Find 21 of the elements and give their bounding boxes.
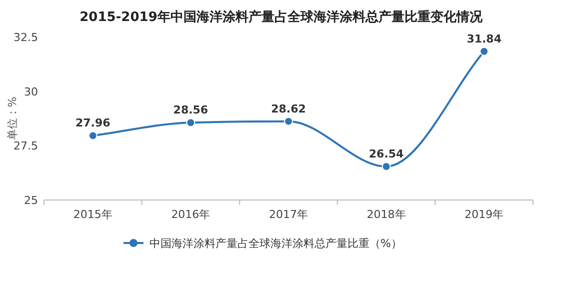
- data-label: 27.96: [76, 116, 111, 130]
- x-tick-label: 2017年: [269, 208, 308, 221]
- x-tick-label: 2016年: [171, 208, 210, 221]
- y-tick-label: 25: [24, 194, 38, 207]
- data-label: 28.62: [271, 102, 306, 116]
- chart-title: 2015-2019年中国海洋涂料产量占全球海洋涂料总产量比重变化情况: [80, 9, 484, 25]
- data-label: 28.56: [173, 104, 208, 117]
- data-label: 26.54: [368, 148, 404, 161]
- point: [88, 131, 98, 140]
- data-label: 31.84: [466, 32, 502, 46]
- x-tick-label: 2015年: [73, 208, 112, 221]
- y-tick-label: 27.5: [14, 140, 38, 153]
- y-tick-label: 32.5: [14, 31, 38, 44]
- y-tick-label: 30: [24, 85, 38, 98]
- x-tick-label: 2019年: [464, 208, 504, 221]
- point: [480, 46, 489, 56]
- legend-label: 中国海洋涂料产量占全球海洋涂料总产量比重（%）: [150, 237, 402, 250]
- point: [186, 118, 196, 128]
- point: [284, 116, 293, 126]
- x-tick-label: 2018年: [366, 208, 406, 221]
- y-axis-title: 单位：%: [6, 96, 19, 140]
